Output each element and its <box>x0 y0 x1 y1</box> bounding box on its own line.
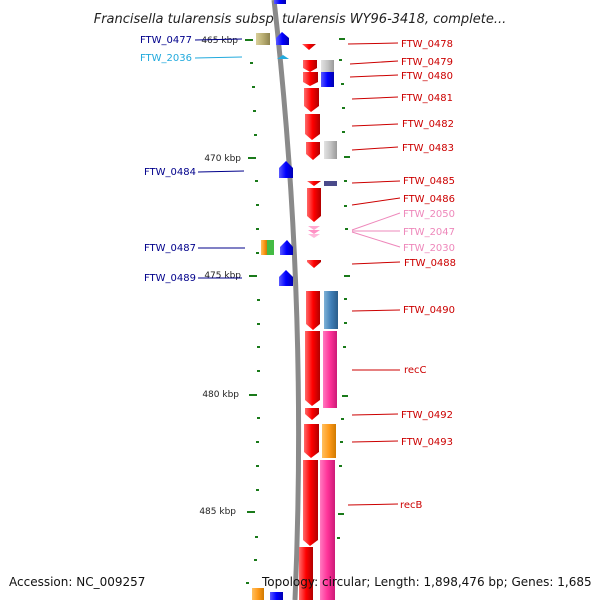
gene-FTW_0487-orange[interactable] <box>261 240 267 255</box>
gene-FTW_0481[interactable] <box>304 88 319 112</box>
gene-recC[interactable] <box>305 331 320 406</box>
left-tick-marks <box>246 62 260 584</box>
label-FTW_0486[interactable]: FTW_0486 <box>403 194 455 205</box>
label-FTW_0478[interactable]: FTW_0478 <box>401 39 453 50</box>
label-FTW_0483[interactable]: FTW_0483 <box>402 143 454 154</box>
scale-label-480: 480 kbp <box>202 390 257 400</box>
right-label-connectors <box>347 42 401 506</box>
scale-label-485-text: 485 kbp <box>199 507 236 517</box>
annotation-block-pink-2 <box>320 460 335 600</box>
map-title: Francisella tularensis subsp. tularensis… <box>94 12 507 27</box>
label-FTW_0492[interactable]: FTW_0492 <box>401 410 453 421</box>
left-label-connectors <box>194 38 245 279</box>
scale-label-475: 475 kbp <box>204 271 257 281</box>
gene-FTW_0478[interactable] <box>302 44 316 50</box>
scale-label-480-text: 480 kbp <box>202 390 239 400</box>
annotation-track <box>320 60 338 600</box>
gene-FTW_0485[interactable] <box>307 181 321 186</box>
gene-FTW_0487[interactable] <box>280 240 293 255</box>
pseudo-label-connectors <box>351 212 401 248</box>
genome-backbone <box>271 0 302 600</box>
scale-label-475-text: 475 kbp <box>204 271 241 281</box>
annotation-block-steel-1 <box>324 291 338 329</box>
scale-labels: 465 kbp 470 kbp 475 kbp 480 kbp 485 kbp <box>199 36 257 517</box>
scale-label-485: 485 kbp <box>199 507 255 517</box>
right-tick-marks <box>337 38 350 539</box>
annotation-block-gray-2 <box>324 141 337 159</box>
gene-FTW_0492[interactable] <box>305 408 319 420</box>
label-FTW_0489[interactable]: FTW_0489 <box>144 273 196 284</box>
right-gene-labels: FTW_0478 FTW_0479 FTW_0480 FTW_0481 FTW_… <box>400 39 456 511</box>
label-FTW_0493[interactable]: FTW_0493 <box>401 437 453 448</box>
label-FTW_2030[interactable]: FTW_2030 <box>403 243 455 254</box>
gene-top-offscreen[interactable] <box>274 0 286 4</box>
label-FTW_0477[interactable]: FTW_0477 <box>140 35 192 46</box>
label-FTW_0481[interactable]: FTW_0481 <box>401 93 453 104</box>
scale-label-465-text: 465 kbp <box>201 36 238 46</box>
annotation-block-pink-1 <box>323 331 337 408</box>
label-recB[interactable]: recB <box>400 500 423 511</box>
label-FTW_0480[interactable]: FTW_0480 <box>401 71 453 82</box>
label-FTW_0484[interactable]: FTW_0484 <box>144 167 196 178</box>
gene-FTW_2047[interactable] <box>308 230 320 234</box>
label-recC[interactable]: recC <box>404 365 427 376</box>
label-FTW_0485[interactable]: FTW_0485 <box>403 176 455 187</box>
gene-FTW_0483[interactable] <box>306 142 320 160</box>
label-FTW_0479[interactable]: FTW_0479 <box>401 57 453 68</box>
gene-FTW_2030[interactable] <box>308 234 320 238</box>
gene-FTW_0493[interactable] <box>304 424 319 458</box>
annotation-block-orange-1 <box>322 424 336 458</box>
gene-FTW_0486[interactable] <box>307 188 321 222</box>
gene-bottom-orange[interactable] <box>252 588 264 600</box>
gene-FTW_0484[interactable] <box>279 161 293 178</box>
scale-label-470-text: 470 kbp <box>204 154 241 164</box>
gene-FTW_0482[interactable] <box>305 114 320 140</box>
label-FTW_2047[interactable]: FTW_2047 <box>403 227 455 238</box>
gene-recB[interactable] <box>303 460 318 546</box>
annotation-block-gray-1 <box>321 60 334 72</box>
annotation-block-indigo-1 <box>324 181 337 186</box>
gene-FTW_0490[interactable] <box>306 291 320 330</box>
scale-label-470: 470 kbp <box>204 154 256 164</box>
scale-label-465: 465 kbp <box>201 36 253 46</box>
gene-FTW_0487-green[interactable] <box>267 240 274 255</box>
gene-FTW_0480[interactable] <box>303 72 318 86</box>
gene-FTW_0479[interactable] <box>303 60 317 72</box>
gene-FTW_0477-block[interactable] <box>256 33 270 45</box>
gene-next-forward[interactable] <box>299 547 313 600</box>
reverse-strand-genes <box>252 0 293 600</box>
gene-FTW_2036[interactable] <box>277 55 289 59</box>
label-FTW_2036[interactable]: FTW_2036 <box>140 53 192 64</box>
label-FTW_2050[interactable]: FTW_2050 <box>403 209 455 220</box>
topology-text: Topology: circular; Length: 1,898,476 bp… <box>262 575 592 589</box>
gene-FTW_0489[interactable] <box>279 270 293 286</box>
label-FTW_0487[interactable]: FTW_0487 <box>144 243 196 254</box>
left-gene-labels: FTW_0477 FTW_2036 FTW_0484 FTW_0487 FTW_… <box>140 35 196 284</box>
label-FTW_0490[interactable]: FTW_0490 <box>403 305 455 316</box>
gene-FTW_2050[interactable] <box>308 226 320 230</box>
gene-FTW_0477[interactable] <box>276 32 289 45</box>
annotation-block-blue-1 <box>321 72 334 87</box>
forward-strand-genes <box>299 44 321 600</box>
gene-bottom-blue[interactable] <box>270 592 283 600</box>
label-FTW_0482[interactable]: FTW_0482 <box>402 119 454 130</box>
accession-text: Accession: NC_009257 <box>9 575 146 589</box>
label-FTW_0488[interactable]: FTW_0488 <box>404 258 456 269</box>
gene-FTW_0488[interactable] <box>307 260 321 268</box>
